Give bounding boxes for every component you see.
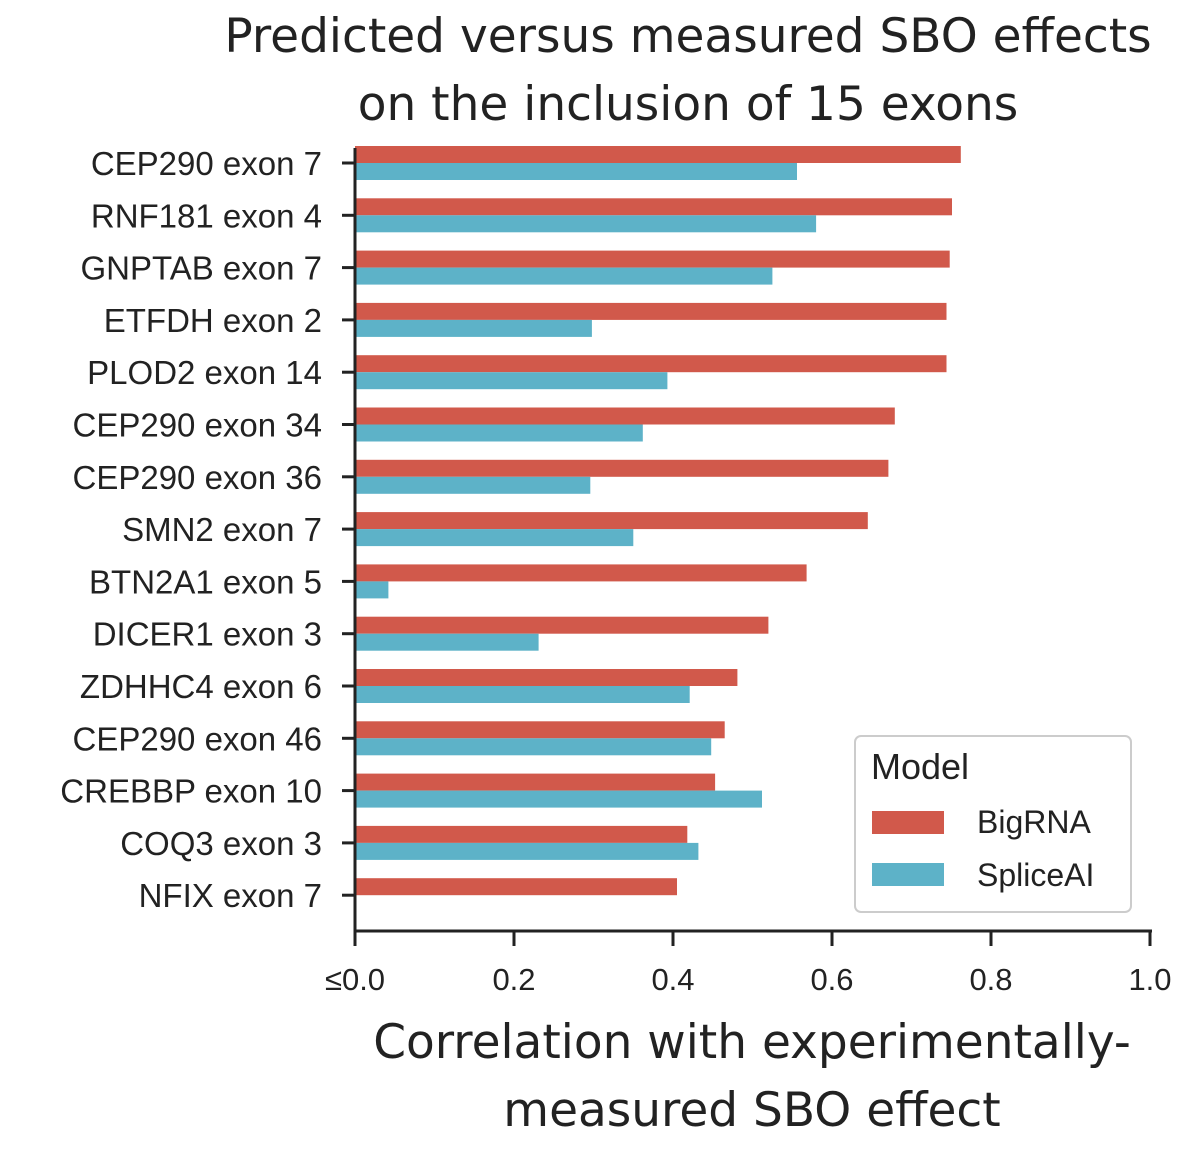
y-tick-label-cep290-exon-36: CEP290 exon 36 [72,459,322,496]
bar-spliceai-coq3-exon-3 [355,842,699,860]
bar-bigrna-zdhhc4-exon-6 [355,669,738,686]
legend-label-bigrna: BigRNA [977,804,1091,840]
bar-bigrna-btn2a1-exon-5 [355,564,807,582]
bar-bigrna-nfix-exon-7 [355,878,677,896]
y-tick-label-cep290-exon-34: CEP290 exon 34 [72,407,322,444]
y-tick-label-rnf181-exon-4: RNF181 exon 4 [91,197,322,234]
bar-bigrna-cep290-exon-34 [355,407,895,425]
y-tick-label-etfdh-exon-2: ETFDH exon 2 [104,302,322,339]
bar-bigrna-cep290-exon-36 [355,459,889,477]
bar-bigrna-cep290-exon-46 [355,721,725,739]
x-axis-ticks: ≤0.0 0.2 0.4 0.6 0.8 1.0 [325,931,1172,997]
bar-spliceai-cep290-exon-46 [355,738,712,756]
bar-spliceai-btn2a1-exon-5 [355,581,389,599]
bar-spliceai-gnptab-exon-7 [355,267,773,285]
legend-title: Model [871,746,969,787]
y-tick-label-zdhhc4-exon-6: ZDHHC4 exon 6 [80,668,322,705]
bar-spliceai-plod2-exon-14 [355,372,668,390]
y-tick-label-cep290-exon-46: CEP290 exon 46 [72,720,322,757]
bars [355,146,961,896]
x-tick-label: 0.6 [810,962,853,997]
bar-bigrna-plod2-exon-14 [355,355,947,373]
bar-spliceai-cep290-exon-34 [355,424,643,442]
x-tick-label: 1.0 [1128,962,1171,997]
chart-title-line-1: Predicted versus measured SBO effects [224,9,1151,64]
x-tick-label: 0.4 [651,962,694,997]
y-tick-label-coq3-exon-3: COQ3 exon 3 [120,825,322,862]
bar-spliceai-cep290-exon-36 [355,476,591,494]
y-tick-label-gnptab-exon-7: GNPTAB exon 7 [81,250,323,287]
y-axis-ticks: CEP290 exon 7 RNF181 exon 4 GNPTAB exon 7 E… [60,145,355,914]
bar-bigrna-cep290-exon-7 [355,146,961,163]
legend-swatch-bigrna [872,811,944,834]
bar-spliceai-rnf181-exon-4 [355,215,817,233]
y-tick-label-crebbp-exon-10: CREBBP exon 10 [60,773,322,810]
bar-bigrna-etfdh-exon-2 [355,302,947,320]
bar-spliceai-zdhhc4-exon-6 [355,686,690,703]
bar-spliceai-cep290-exon-7 [355,163,797,180]
x-tick-label: 0.2 [492,962,535,997]
y-tick-label-cep290-exon-7: CEP290 exon 7 [91,145,322,182]
x-axis-label-line-2: measured SBO effect [503,1083,1000,1138]
y-tick-label-smn2-exon-7: SMN2 exon 7 [122,511,322,548]
y-tick-label-btn2a1-exon-5: BTN2A1 exon 5 [89,563,322,600]
y-tick-label-dicer1-exon-3: DICER1 exon 3 [93,616,322,653]
bar-bigrna-crebbp-exon-10 [355,773,716,791]
y-tick-label-nfix-exon-7: NFIX exon 7 [139,877,322,914]
bar-bigrna-coq3-exon-3 [355,825,688,843]
bar-bigrna-smn2-exon-7 [355,512,868,530]
legend-label-spliceai: SpliceAI [977,857,1094,893]
bar-bigrna-dicer1-exon-3 [355,616,769,634]
bar-spliceai-etfdh-exon-2 [355,319,592,337]
y-tick-label-plod2-exon-14: PLOD2 exon 14 [87,354,322,391]
legend: Model BigRNA SpliceAI [854,735,1132,913]
x-tick-label: ≤0.0 [325,962,385,997]
bar-spliceai-dicer1-exon-3 [355,633,539,651]
x-tick-label: 0.8 [969,962,1012,997]
bar-spliceai-crebbp-exon-10 [355,790,762,808]
chart-title-line-2: on the inclusion of 15 exons [358,77,1019,132]
bar-bigrna-gnptab-exon-7 [355,250,950,268]
x-axis-label-line-1: Correlation with experimentally- [373,1015,1131,1070]
legend-swatch-spliceai [872,863,944,886]
bar-bigrna-rnf181-exon-4 [355,198,952,216]
bar-spliceai-smn2-exon-7 [355,529,634,547]
